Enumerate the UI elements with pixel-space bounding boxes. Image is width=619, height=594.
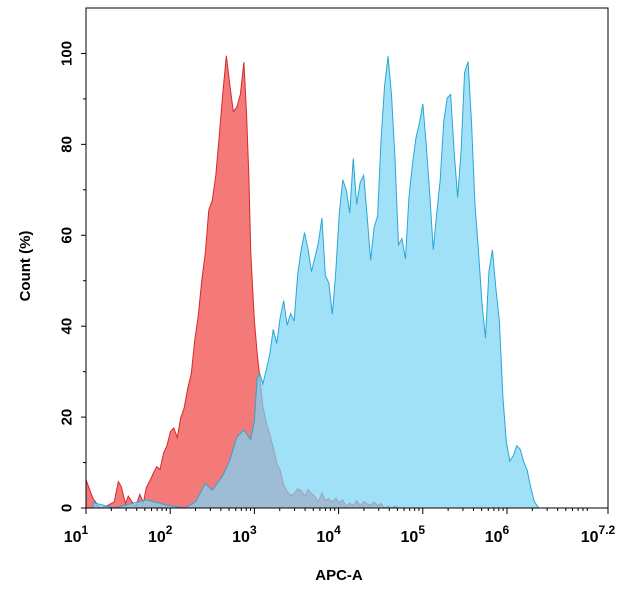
x-tick-label: 105	[401, 523, 426, 546]
y-tick-label: 60	[58, 227, 75, 244]
x-tick-label: 106	[485, 523, 510, 546]
x-tick-label: 103	[232, 523, 257, 546]
y-tick-label: 0	[58, 504, 75, 512]
y-tick-label: 100	[58, 41, 75, 66]
plot-frame	[85, 7, 609, 509]
y-tick-label: 40	[58, 318, 75, 335]
x-tick-label: 101	[64, 523, 89, 546]
y-tick-label: 80	[58, 136, 75, 153]
x-tick-label: 102	[148, 523, 173, 546]
y-axis-label: Count (%)	[17, 231, 34, 302]
y-tick-label: 20	[58, 409, 75, 426]
histogram-series-2	[92, 56, 541, 509]
tick-labels: 0 20 40 60 80 100 101 102 103 104 105 106 107.2	[58, 41, 615, 546]
x-tick-label: 104	[316, 523, 341, 546]
x-tick-label: 107.2	[581, 523, 616, 546]
histogram-fills	[85, 55, 541, 509]
x-axis-label: APC-A	[315, 567, 363, 584]
